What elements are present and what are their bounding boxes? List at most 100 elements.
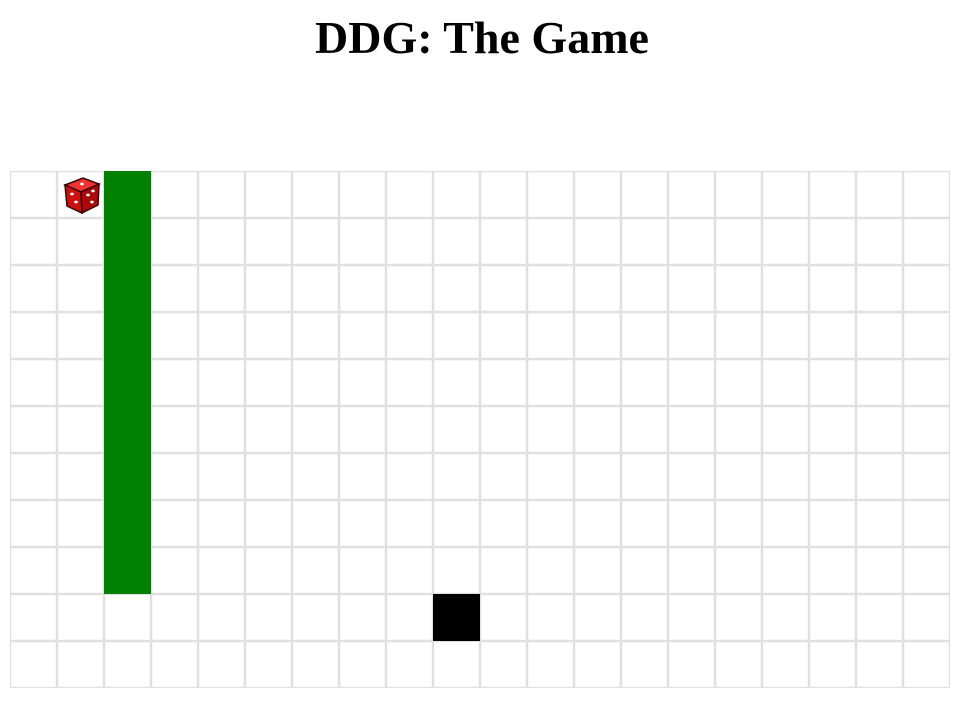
grid-cell[interactable] xyxy=(620,264,669,313)
grid-cell[interactable] xyxy=(56,311,105,360)
grid-cell[interactable] xyxy=(197,358,246,407)
grid-cell[interactable] xyxy=(244,593,293,642)
grid-cell[interactable] xyxy=(244,171,293,219)
grid-cell[interactable] xyxy=(902,311,950,360)
grid-cell[interactable] xyxy=(573,264,622,313)
grid-cell[interactable] xyxy=(244,358,293,407)
grid-cell[interactable] xyxy=(808,640,857,688)
grid-cell[interactable] xyxy=(902,499,950,548)
grid-cell[interactable] xyxy=(761,217,810,266)
grid-cell[interactable] xyxy=(573,452,622,501)
grid-cell[interactable] xyxy=(432,358,481,407)
grid-cell[interactable] xyxy=(432,217,481,266)
grid-cell[interactable] xyxy=(432,499,481,548)
grid-cell[interactable] xyxy=(291,593,340,642)
grid-cell[interactable] xyxy=(808,264,857,313)
grid-cell[interactable] xyxy=(714,217,763,266)
grid-cell[interactable] xyxy=(526,311,575,360)
grid-cell[interactable] xyxy=(385,405,434,454)
grid-cell[interactable] xyxy=(620,546,669,595)
grid-cell[interactable] xyxy=(526,546,575,595)
grid-cell[interactable] xyxy=(761,405,810,454)
grid-cell[interactable] xyxy=(244,311,293,360)
grid-cell[interactable] xyxy=(197,546,246,595)
grid-cell[interactable] xyxy=(526,452,575,501)
grid-cell[interactable] xyxy=(385,358,434,407)
grid-cell[interactable] xyxy=(808,405,857,454)
grid-cell[interactable] xyxy=(10,546,58,595)
grid-cell[interactable] xyxy=(197,217,246,266)
grid-cell[interactable] xyxy=(291,640,340,688)
grid-cell[interactable] xyxy=(291,311,340,360)
grid-cell[interactable] xyxy=(385,217,434,266)
grid-cell[interactable] xyxy=(432,311,481,360)
grid-cell[interactable] xyxy=(855,499,904,548)
grid-cell[interactable] xyxy=(573,405,622,454)
grid-cell[interactable] xyxy=(291,358,340,407)
player[interactable] xyxy=(63,177,101,215)
grid-cell[interactable] xyxy=(902,640,950,688)
grid-cell[interactable] xyxy=(385,546,434,595)
grid-cell[interactable] xyxy=(291,217,340,266)
grid-cell[interactable] xyxy=(855,264,904,313)
grid-cell[interactable] xyxy=(902,217,950,266)
grid-cell[interactable] xyxy=(150,405,199,454)
grid-cell[interactable] xyxy=(338,452,387,501)
grid-cell[interactable] xyxy=(714,358,763,407)
grid-cell[interactable] xyxy=(761,452,810,501)
game-board[interactable] xyxy=(10,171,950,688)
grid-cell[interactable] xyxy=(573,217,622,266)
grid-cell[interactable] xyxy=(291,405,340,454)
grid-cell[interactable] xyxy=(479,640,528,688)
grid-cell[interactable] xyxy=(667,358,716,407)
grid-cell[interactable] xyxy=(291,499,340,548)
grid-cell[interactable] xyxy=(761,171,810,219)
grid-cell[interactable] xyxy=(56,499,105,548)
grid-cell[interactable] xyxy=(808,171,857,219)
grid-cell[interactable] xyxy=(667,640,716,688)
grid-cell[interactable] xyxy=(432,546,481,595)
grid-cell[interactable] xyxy=(197,264,246,313)
grid-cell[interactable] xyxy=(291,546,340,595)
grid-cell[interactable] xyxy=(385,311,434,360)
grid-cell[interactable] xyxy=(761,499,810,548)
grid-cell[interactable] xyxy=(667,217,716,266)
grid-cell[interactable] xyxy=(714,171,763,219)
grid-cell[interactable] xyxy=(620,452,669,501)
grid-cell[interactable] xyxy=(526,217,575,266)
grid-cell[interactable] xyxy=(150,593,199,642)
grid-cell[interactable] xyxy=(150,217,199,266)
grid-cell[interactable] xyxy=(620,499,669,548)
grid-cell[interactable] xyxy=(714,499,763,548)
grid-cell[interactable] xyxy=(667,546,716,595)
grid-cell[interactable] xyxy=(479,358,528,407)
grid-cell[interactable] xyxy=(432,171,481,219)
grid-cell[interactable] xyxy=(526,640,575,688)
grid-cell[interactable] xyxy=(56,640,105,688)
grid-cell[interactable] xyxy=(855,640,904,688)
grid-cell[interactable] xyxy=(10,593,58,642)
grid-cell[interactable] xyxy=(573,546,622,595)
grid-cell[interactable] xyxy=(902,358,950,407)
grid-cell[interactable] xyxy=(902,546,950,595)
grid-cell[interactable] xyxy=(714,405,763,454)
grid-cell[interactable] xyxy=(808,593,857,642)
grid-cell[interactable] xyxy=(902,171,950,219)
grid-cell[interactable] xyxy=(808,358,857,407)
grid-cell[interactable] xyxy=(56,358,105,407)
grid-cell[interactable] xyxy=(338,171,387,219)
game-board-canvas[interactable] xyxy=(10,171,950,688)
grid-cell[interactable] xyxy=(761,264,810,313)
grid-cell[interactable] xyxy=(338,217,387,266)
grid-cell[interactable] xyxy=(526,264,575,313)
grid-cell[interactable] xyxy=(10,405,58,454)
grid-cell[interactable] xyxy=(855,171,904,219)
grid-cell[interactable] xyxy=(902,452,950,501)
grid-cell[interactable] xyxy=(244,546,293,595)
grid-cell[interactable] xyxy=(197,640,246,688)
grid-cell[interactable] xyxy=(432,405,481,454)
grid-cell[interactable] xyxy=(244,452,293,501)
grid-cell[interactable] xyxy=(479,546,528,595)
grid-cell[interactable] xyxy=(338,546,387,595)
grid-cell[interactable] xyxy=(150,311,199,360)
